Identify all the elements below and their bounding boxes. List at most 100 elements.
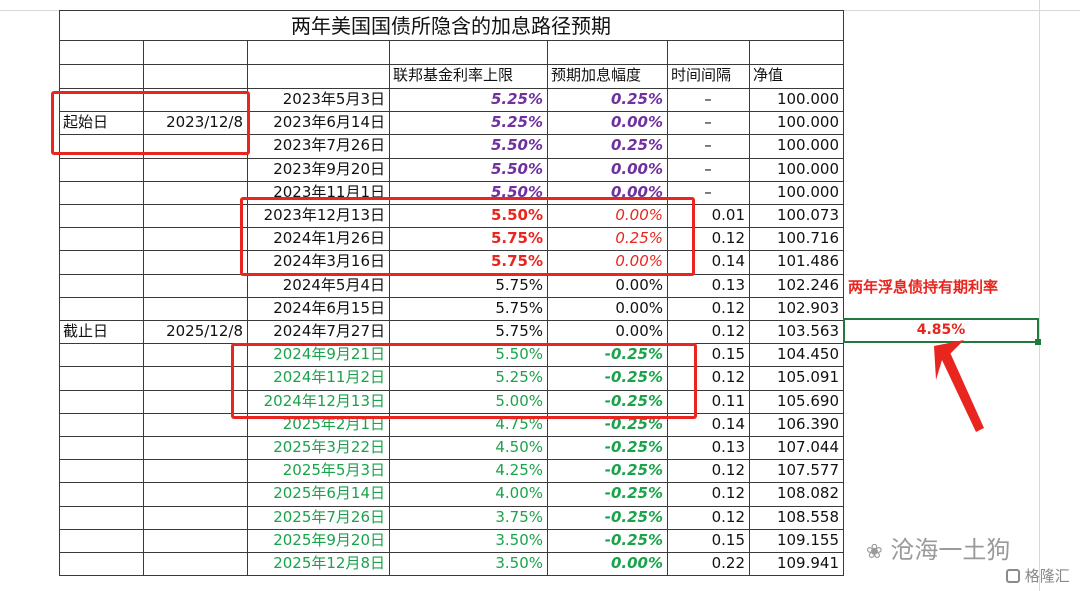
- row-nav: 100.000: [776, 160, 839, 178]
- row-interval: 0.22: [711, 554, 745, 572]
- row-rate-cap: 5.75%: [495, 299, 543, 317]
- row-rate-cap: 4.00%: [495, 484, 543, 502]
- row-rate-cap: 5.50%: [490, 206, 543, 224]
- row-date: 2025年3月22日: [273, 438, 385, 456]
- row-interval: 0.12: [711, 368, 745, 386]
- row-expected-hike: -0.25%: [604, 461, 663, 479]
- row-expected-hike: -0.25%: [604, 508, 663, 526]
- row-interval: –: [704, 160, 712, 178]
- row-nav: 100.000: [776, 183, 839, 201]
- row-rate-cap: 5.25%: [495, 368, 543, 386]
- table-border-horizontal: [59, 204, 843, 205]
- table-border-horizontal: [59, 459, 843, 460]
- row-date: 2023年12月13日: [263, 206, 385, 224]
- row-rate-cap: 4.75%: [495, 415, 543, 433]
- row-nav: 105.091: [776, 368, 839, 386]
- brand-logo-icon: [1006, 569, 1020, 583]
- row-nav: 106.390: [776, 415, 839, 433]
- row-interval: 0.12: [711, 461, 745, 479]
- row-expected-hike: 0.00%: [610, 554, 663, 572]
- arrow-icon: [934, 340, 984, 432]
- row-date: 2025年12月8日: [273, 554, 385, 572]
- row-date: 2024年12月13日: [263, 392, 385, 410]
- header-expected-hike: 预期加息幅度: [551, 66, 642, 84]
- table-border-vertical: [247, 40, 248, 576]
- row-interval: 0.14: [711, 252, 745, 270]
- row-rate-cap: 4.25%: [495, 461, 543, 479]
- table-border-horizontal: [59, 297, 843, 298]
- row-expected-hike: -0.25%: [604, 438, 663, 456]
- table-border-horizontal: [59, 320, 843, 321]
- table-border-vertical: [843, 10, 844, 576]
- row-nav: 100.000: [776, 136, 839, 154]
- row-rate-cap: 5.00%: [495, 392, 543, 410]
- row-expected-hike: 0.00%: [615, 322, 663, 340]
- table-border-vertical: [143, 40, 144, 576]
- row-interval: 0.14: [711, 415, 745, 433]
- row-rate-cap: 5.25%: [490, 113, 543, 131]
- wechat-icon: ❀: [866, 539, 883, 563]
- row-date: 2025年6月14日: [273, 484, 385, 502]
- table-border-horizontal: [59, 506, 843, 507]
- row-nav: 108.082: [776, 484, 839, 502]
- table-border-horizontal: [59, 529, 843, 530]
- row-date: 2024年1月26日: [273, 229, 385, 247]
- row-interval: 0.15: [711, 345, 745, 363]
- row-date: 2025年9月20日: [273, 531, 385, 549]
- table-border-horizontal: [59, 10, 843, 11]
- row-date: 2024年11月2日: [273, 368, 385, 386]
- table-border-vertical: [59, 10, 60, 576]
- watermark-wechat: ❀ 沧海一土狗: [866, 536, 1011, 564]
- watermark-brand: 格隆汇: [1006, 565, 1070, 586]
- header-interval: 时间间隔: [671, 66, 732, 84]
- table-border-horizontal: [59, 366, 843, 367]
- row-nav: 107.577: [776, 461, 839, 479]
- table-border-horizontal: [59, 111, 843, 112]
- row-interval: 0.13: [711, 438, 745, 456]
- fill-handle[interactable]: [1035, 339, 1041, 345]
- row-expected-hike: 0.00%: [610, 183, 663, 201]
- table-border-vertical: [749, 40, 750, 576]
- holding-rate-label: 两年浮息债持有期利率: [848, 278, 999, 296]
- highlight-start-box: [51, 91, 250, 155]
- row-expected-hike: -0.25%: [604, 484, 663, 502]
- row-interval: 0.15: [711, 531, 745, 549]
- row-date: 2023年6月14日: [273, 113, 385, 131]
- row-rate-cap: 5.50%: [490, 183, 543, 201]
- highlight-near-term-box: [240, 197, 695, 276]
- row-date: 2024年9月21日: [273, 345, 385, 363]
- row-date: 2024年5月4日: [282, 276, 385, 294]
- row-interval: –: [704, 113, 712, 131]
- row-nav: 103.563: [776, 322, 839, 340]
- row-nav: 102.903: [776, 299, 839, 317]
- row-rate-cap: 3.50%: [495, 554, 543, 572]
- start-date: 2023/12/8: [166, 113, 243, 131]
- row-expected-hike: 0.00%: [610, 113, 663, 131]
- row-expected-hike: -0.25%: [604, 392, 663, 410]
- row-interval: 0.01: [711, 206, 745, 224]
- row-expected-hike: -0.25%: [604, 345, 663, 363]
- row-expected-hike: 0.25%: [615, 229, 663, 247]
- row-interval: 0.13: [711, 276, 745, 294]
- row-rate-cap: 4.50%: [495, 438, 543, 456]
- row-expected-hike: 0.00%: [615, 252, 663, 270]
- row-nav: 100.000: [776, 113, 839, 131]
- row-date: 2023年9月20日: [273, 160, 385, 178]
- row-nav: 102.246: [776, 276, 839, 294]
- row-expected-hike: 0.00%: [610, 160, 663, 178]
- holding-rate-cell[interactable]: 4.85%: [843, 318, 1039, 343]
- row-rate-cap: 5.75%: [490, 229, 543, 247]
- row-date: 2025年2月1日: [282, 415, 385, 433]
- table-border-horizontal: [59, 40, 843, 41]
- table-border-vertical: [547, 40, 548, 576]
- table-border-horizontal: [59, 552, 843, 553]
- table-border-vertical: [389, 40, 390, 576]
- end-date: 2025/12/8: [166, 322, 243, 340]
- row-expected-hike: -0.25%: [604, 415, 663, 433]
- row-nav: 100.000: [776, 90, 839, 108]
- row-date: 2025年5月3日: [282, 461, 385, 479]
- row-date: 2023年5月3日: [282, 90, 385, 108]
- row-nav: 109.155: [776, 531, 839, 549]
- row-date: 2025年7月26日: [273, 508, 385, 526]
